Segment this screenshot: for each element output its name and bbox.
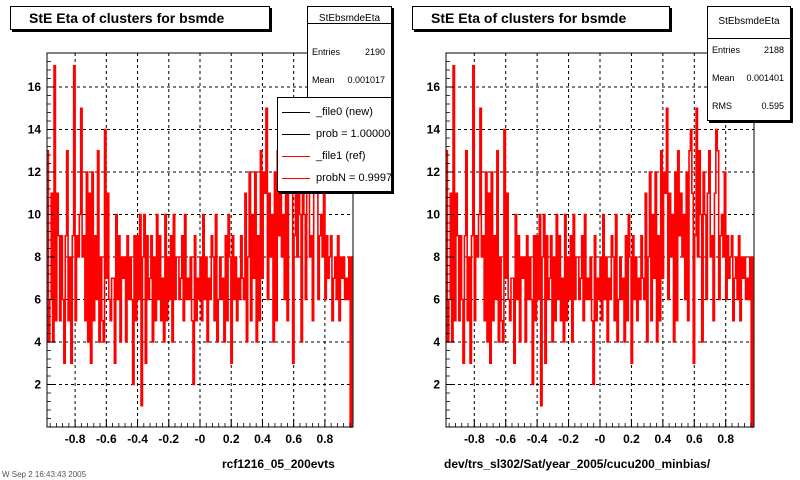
right-stats-entries-value: 2188 [763,45,784,55]
right-stats-mean-label: Mean [712,73,735,83]
legend-item-prob: prob = 1.000000 [282,124,392,144]
right-stats-entries-label: Entries [712,45,741,55]
right-xtick-label-1: -0.6 [495,432,516,446]
right-xtick-label-0: -0.8 [464,432,485,446]
left-ytick-label-6: 14 [28,123,42,137]
left-stats-mean-label: Mean [312,75,335,85]
left-xtick-label-5: 0.2 [223,432,240,446]
right-ytick-label-3: 8 [433,250,440,264]
left-chart-title: StE Eta of clusters for bsmde [10,6,270,30]
left-ytick-label-7: 16 [28,80,42,94]
right-xtick-label-5: 0.2 [623,432,640,446]
left-ytick-label-2: 6 [34,293,41,307]
right-series-line [446,64,754,428]
right-ytick-label-4: 10 [427,208,441,222]
left-stats-box: StEbsmdeEta Entries 2190 Mean 0.001017 [307,6,392,98]
right-ytick-label-6: 14 [427,123,441,137]
right-xtick-label-3: -0.2 [558,432,579,446]
left-xtick-label-2: -0.4 [127,432,148,446]
left-xtick-label-3: -0.2 [158,432,179,446]
right-chart-title: StE Eta of clusters for bsmde [412,6,670,30]
left-stats-mean-row: Mean 0.001017 [312,75,385,85]
legend-swatch-ref [282,155,310,157]
legend-label-prob: prob = 1.000000 [316,128,392,140]
right-ytick-label-7: 16 [427,80,441,94]
right-stats-name: StEbsmdeEta [708,7,790,39]
right-xtick-label-6: 0.4 [655,432,672,446]
left-ytick-label-1: 4 [34,335,41,349]
left-legend: _file0 (new) prob = 1.000000 _file1 (ref… [277,97,392,192]
right-stats-box: StEbsmdeEta Entries 2188 Mean 0.001401 R… [707,6,791,121]
left-stats-entries-row: Entries 2190 [312,47,385,57]
left-xtick-label-8: 0.8 [317,432,334,446]
left-xtick-label-0: -0.8 [65,432,86,446]
left-stats-entries-label: Entries [312,47,341,57]
right-xtick-label-7: 0.6 [686,432,703,446]
right-stats-rms-row: RMS 0.595 [712,101,784,111]
legend-item-probn: probN = 0.999700 [282,168,392,188]
left-stats-name: StEbsmdeEta [308,7,391,24]
legend-swatch-new [282,111,310,113]
right-xtick-label-2: -0.4 [527,432,548,446]
left-stats-entries-value: 2190 [364,47,385,57]
right-stats-rms-value: 0.595 [761,101,784,111]
right-stats-mean-value: 0.001401 [746,73,784,83]
right-xtick-label-8: 0.8 [717,432,734,446]
legend-item-ref: _file1 (ref) [282,146,366,166]
right-x-axis-label: dev/trs_sl302/Sat/year_2005/cucu200_minb… [444,457,711,471]
right-stats-entries-row: Entries 2188 [712,45,784,55]
right-ytick-label-2: 6 [433,293,440,307]
timestamp-footer: W Sep 2 16:43:43 2005 [2,470,87,479]
right-ytick-label-5: 12 [427,165,441,179]
legend-swatch-probn [282,177,310,179]
legend-label-probn: probN = 0.999700 [316,172,392,184]
left-stats-mean-value: 0.001017 [347,75,385,85]
right-ytick-label-1: 4 [433,335,440,349]
left-x-axis-label: rcf1216_05_200evts [222,457,335,471]
left-ytick-label-0: 2 [34,378,41,392]
left-series-line [47,64,353,428]
right-stats-mean-row: Mean 0.001401 [712,73,784,83]
left-ytick-label-4: 10 [28,208,42,222]
left-ytick-label-5: 12 [28,165,42,179]
legend-label-new: _file0 (new) [316,106,373,118]
left-xtick-label-4: -0 [195,432,206,446]
left-xtick-label-7: 0.6 [285,432,302,446]
legend-swatch-prob [282,133,310,135]
legend-item-new: _file0 (new) [282,102,373,122]
right-stats-rms-label: RMS [712,101,732,111]
legend-label-ref: _file1 (ref) [316,150,366,162]
left-ytick-label-3: 8 [34,250,41,264]
left-xtick-label-6: 0.4 [254,432,271,446]
right-ytick-label-0: 2 [433,378,440,392]
left-xtick-label-1: -0.6 [96,432,117,446]
right-xtick-label-4: -0 [595,432,606,446]
